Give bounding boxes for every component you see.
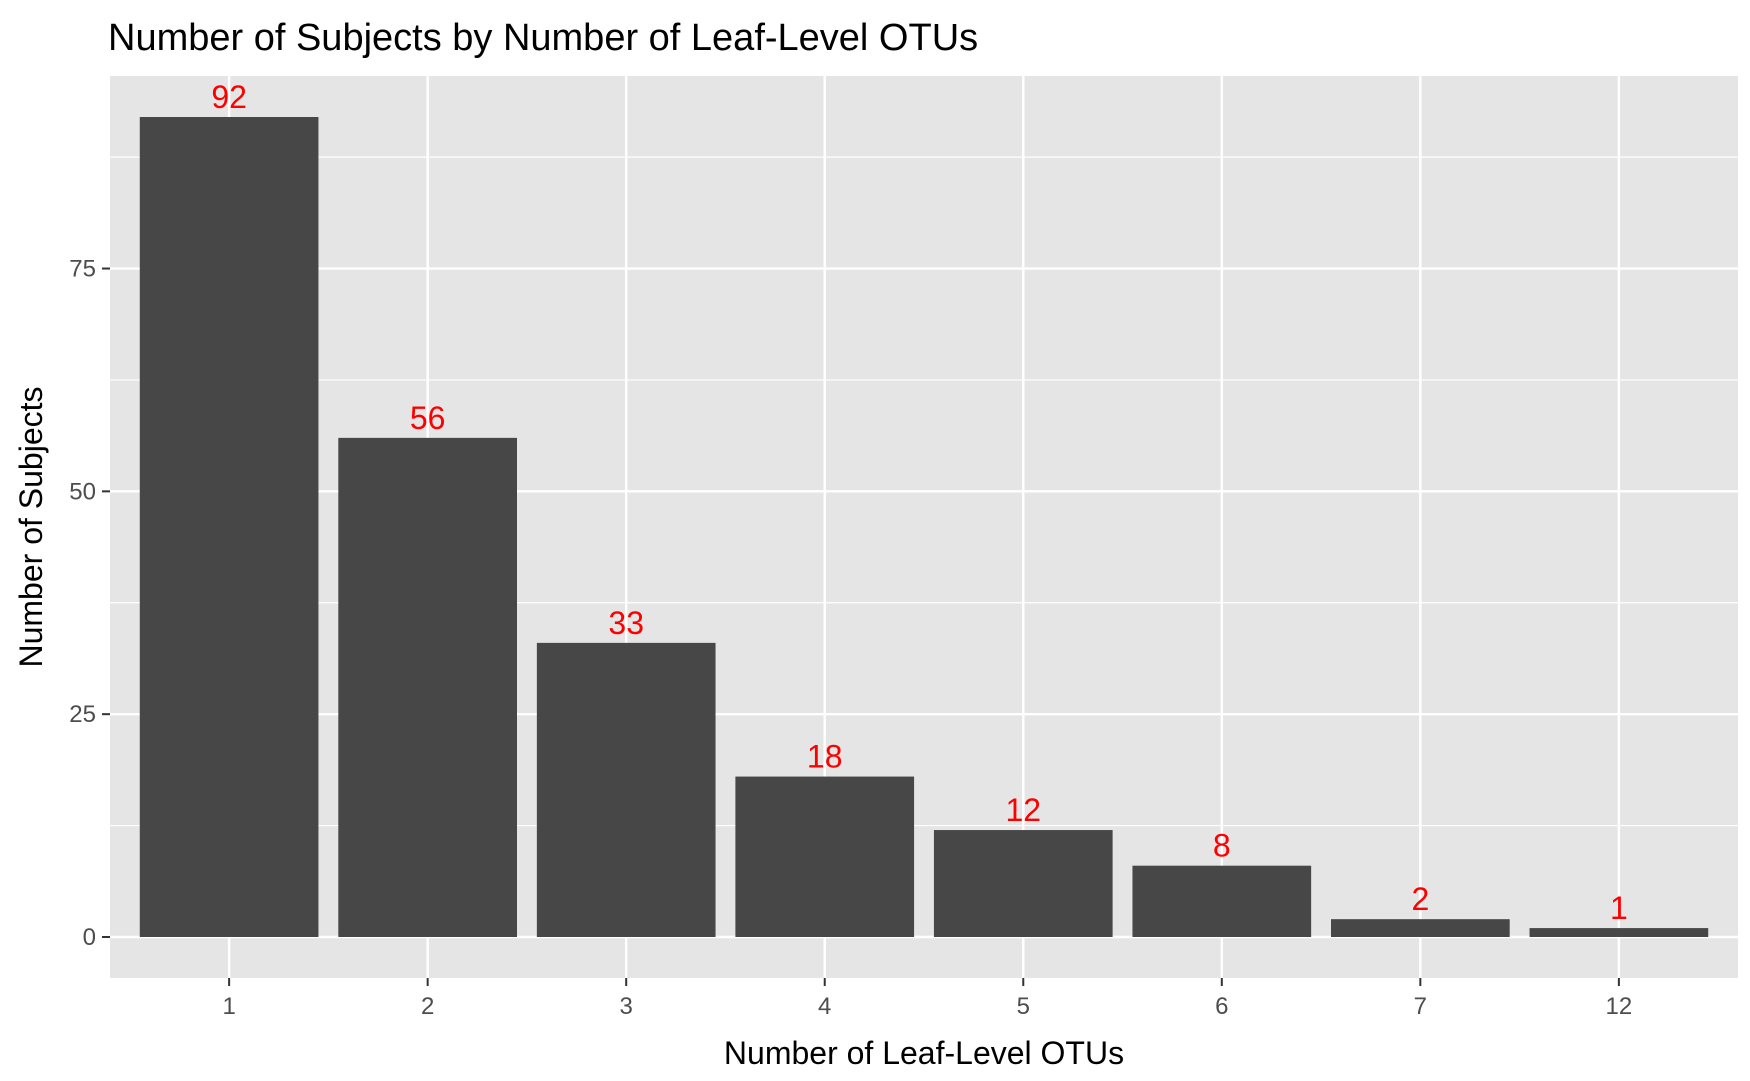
y-tick-label: 50: [69, 478, 96, 505]
data-label-1: 92: [211, 79, 247, 115]
y-tick-label: 0: [83, 924, 96, 951]
bar-1: [139, 117, 319, 937]
data-labels: 92 56 33 18 12 8 2 1: [211, 79, 1627, 926]
x-tick-label: 2: [421, 993, 434, 1020]
x-tick-label: 7: [1414, 993, 1427, 1020]
y-tick-label: 75: [69, 256, 96, 283]
bar-2: [338, 437, 517, 937]
bar-3: [536, 642, 716, 937]
y-axis-title: Number of Subjects: [13, 386, 49, 667]
data-label-6: 8: [1213, 828, 1231, 864]
y-axis: 0 25 50 75: [69, 256, 110, 951]
bar-6: [1132, 865, 1312, 937]
x-tick-label: 4: [818, 993, 831, 1020]
bars: [139, 117, 1709, 937]
bar-4: [735, 776, 915, 937]
bar-5: [933, 830, 1113, 937]
x-tick-label: 6: [1215, 993, 1228, 1020]
data-label-2: 56: [410, 400, 446, 436]
x-tick-label: 3: [620, 993, 633, 1020]
bar-7: [1331, 919, 1510, 937]
data-label-7: 2: [1411, 881, 1429, 917]
data-label-12: 1: [1610, 890, 1628, 926]
x-axis: 1 2 3 4 5 6 7 12: [222, 978, 1632, 1020]
x-axis-title: Number of Leaf-Level OTUs: [724, 1035, 1124, 1071]
chart-title: Number of Subjects by Number of Leaf-Lev…: [108, 17, 978, 59]
data-label-3: 33: [608, 605, 644, 641]
bar-12: [1529, 928, 1709, 937]
x-tick-label: 12: [1606, 993, 1633, 1020]
x-tick-label: 1: [222, 993, 235, 1020]
data-label-4: 18: [807, 739, 843, 775]
y-tick-label: 25: [69, 701, 96, 728]
data-label-5: 12: [1005, 792, 1041, 828]
x-tick-label: 5: [1017, 993, 1030, 1020]
